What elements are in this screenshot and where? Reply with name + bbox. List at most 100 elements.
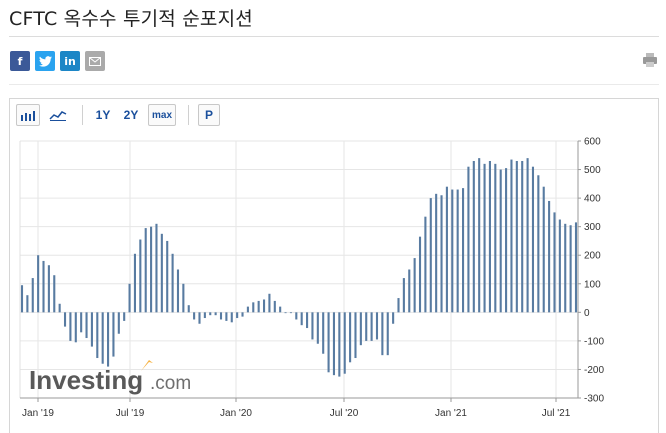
bar[interactable] [418, 236, 422, 313]
bar[interactable] [574, 222, 578, 313]
line-chart-type-button[interactable] [46, 104, 70, 126]
bar[interactable] [85, 312, 88, 339]
bar[interactable] [182, 283, 185, 313]
print-icon[interactable] [642, 52, 658, 68]
bar[interactable] [424, 216, 427, 313]
bar[interactable] [472, 160, 475, 313]
bar[interactable] [316, 312, 319, 344]
bar[interactable] [128, 283, 131, 313]
bar[interactable] [526, 158, 529, 313]
bar[interactable] [80, 312, 83, 333]
bar[interactable] [139, 239, 142, 313]
bar[interactable] [548, 200, 551, 313]
bar[interactable] [257, 300, 260, 313]
bar[interactable] [408, 269, 411, 313]
bar[interactable] [413, 258, 416, 313]
bar[interactable] [289, 312, 292, 314]
range-2y-button[interactable]: 2Y [123, 108, 139, 122]
bar[interactable] [187, 305, 190, 313]
bar[interactable] [478, 158, 481, 313]
bar[interactable] [133, 253, 136, 313]
bar[interactable] [521, 160, 524, 313]
bar[interactable] [370, 312, 373, 341]
bar[interactable] [230, 312, 233, 323]
bar[interactable] [241, 312, 244, 317]
bar[interactable] [542, 186, 545, 313]
bar[interactable] [214, 312, 217, 316]
bar[interactable] [279, 306, 282, 313]
bar[interactable] [150, 226, 153, 313]
bar[interactable] [311, 312, 314, 340]
bar[interactable] [123, 312, 126, 321]
bar[interactable] [456, 189, 459, 313]
p-button[interactable]: P [198, 104, 221, 126]
bar[interactable] [209, 312, 212, 316]
bar[interactable] [42, 260, 45, 313]
bar-chart-type-button[interactable] [16, 104, 40, 126]
bar[interactable] [160, 233, 163, 313]
bar[interactable] [144, 228, 147, 313]
bar[interactable] [322, 312, 325, 354]
bar[interactable] [58, 303, 61, 313]
bar[interactable] [386, 312, 389, 356]
bar[interactable] [397, 298, 400, 313]
bar[interactable] [47, 265, 50, 313]
bar[interactable] [499, 169, 502, 313]
bar[interactable] [112, 312, 115, 357]
bar[interactable] [300, 312, 303, 326]
bar[interactable] [515, 160, 518, 313]
range-max-button[interactable]: max [148, 104, 177, 126]
bar[interactable] [564, 223, 567, 313]
bar[interactable] [37, 255, 40, 313]
bar[interactable] [553, 212, 556, 313]
bar[interactable] [332, 312, 336, 376]
bar[interactable] [166, 240, 169, 313]
bar[interactable] [306, 312, 309, 329]
bar[interactable] [569, 225, 572, 313]
bar[interactable] [381, 312, 384, 356]
bar[interactable] [171, 253, 174, 313]
bar[interactable] [198, 312, 201, 324]
bar[interactable] [53, 275, 56, 313]
bar[interactable] [236, 312, 239, 319]
bar[interactable] [365, 312, 368, 341]
bar[interactable] [273, 300, 276, 313]
bar[interactable] [20, 285, 24, 313]
bar[interactable] [26, 295, 29, 313]
bar[interactable] [31, 278, 34, 313]
bar[interactable] [219, 312, 223, 320]
bar[interactable] [451, 189, 454, 313]
bar[interactable] [467, 166, 470, 313]
bar[interactable] [510, 159, 513, 313]
bar[interactable] [537, 175, 540, 313]
bar[interactable] [295, 312, 298, 320]
bar[interactable] [483, 163, 486, 313]
twitter-share-button[interactable] [35, 51, 55, 71]
bar[interactable] [435, 193, 438, 313]
bar[interactable] [63, 312, 67, 327]
bar[interactable] [505, 168, 508, 313]
bar[interactable] [429, 198, 432, 313]
linkedin-share-button[interactable]: in [60, 51, 80, 71]
bar[interactable] [176, 269, 180, 313]
email-share-button[interactable] [85, 51, 105, 71]
bar[interactable] [117, 312, 120, 334]
bar[interactable] [445, 186, 448, 313]
bar[interactable] [440, 195, 443, 313]
range-1y-button[interactable]: 1Y [95, 108, 111, 122]
bar[interactable] [90, 312, 93, 347]
bar[interactable] [155, 223, 158, 313]
bar[interactable] [327, 312, 330, 373]
bar[interactable] [488, 160, 491, 313]
bar[interactable] [392, 312, 395, 324]
bar[interactable] [349, 312, 352, 363]
bar[interactable] [96, 312, 99, 359]
bar[interactable] [268, 293, 271, 313]
bar[interactable] [252, 302, 255, 313]
bar[interactable] [193, 312, 196, 320]
bar[interactable] [246, 306, 249, 313]
bar[interactable] [107, 312, 110, 367]
bar[interactable] [262, 299, 266, 313]
bar[interactable] [402, 278, 405, 313]
bar[interactable] [531, 166, 535, 313]
